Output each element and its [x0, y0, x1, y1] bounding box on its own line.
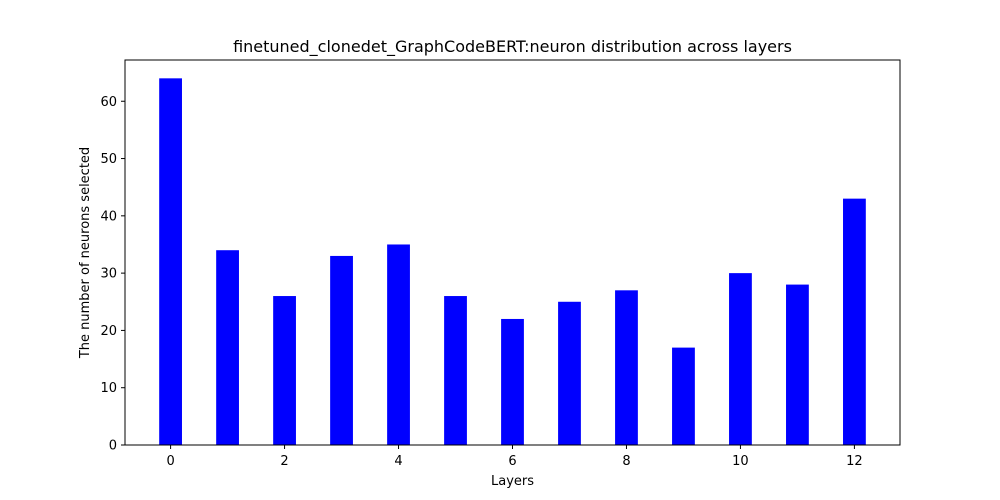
- x-tick-label: 2: [280, 454, 288, 469]
- chart-title: finetuned_clonedet_GraphCodeBERT:neuron …: [233, 37, 792, 57]
- bar-layer-11: [786, 284, 809, 445]
- x-tick-label: 4: [394, 454, 402, 469]
- plot-frame: [124, 59, 901, 446]
- x-axis-label: Layers: [491, 474, 534, 489]
- bar-layer-12: [843, 198, 866, 445]
- y-tick-label: 0: [109, 439, 117, 454]
- x-tick-label: 10: [732, 454, 749, 469]
- bar-layer-9: [672, 347, 695, 445]
- y-axis-label: The number of neurons selected: [78, 147, 93, 359]
- x-axis-ticks: 0 2 4 6 8 10 12: [166, 445, 863, 469]
- bar-layer-5: [444, 296, 467, 445]
- y-tick-label: 50: [100, 152, 117, 167]
- bar-layer-0: [159, 78, 182, 445]
- x-tick-label: 12: [846, 454, 863, 469]
- bars: [159, 78, 866, 445]
- y-tick-label: 20: [100, 324, 117, 339]
- bar-layer-3: [330, 255, 353, 445]
- y-tick-label: 40: [100, 209, 117, 224]
- bar-layer-1: [216, 250, 239, 445]
- x-tick-label: 0: [166, 454, 174, 469]
- y-tick-label: 30: [100, 267, 117, 282]
- y-axis-ticks: 0 10 20 30 40 50 60: [100, 95, 125, 454]
- x-tick-label: 6: [508, 454, 516, 469]
- x-tick-label: 8: [622, 454, 630, 469]
- y-tick-label: 10: [100, 381, 117, 396]
- bar-layer-6: [501, 318, 524, 445]
- bar-layer-7: [558, 301, 581, 445]
- bar-layer-2: [273, 296, 296, 445]
- bar-layer-4: [387, 244, 410, 445]
- y-tick-label: 60: [100, 95, 117, 110]
- bar-layer-8: [615, 290, 638, 445]
- bar-layer-10: [729, 273, 752, 445]
